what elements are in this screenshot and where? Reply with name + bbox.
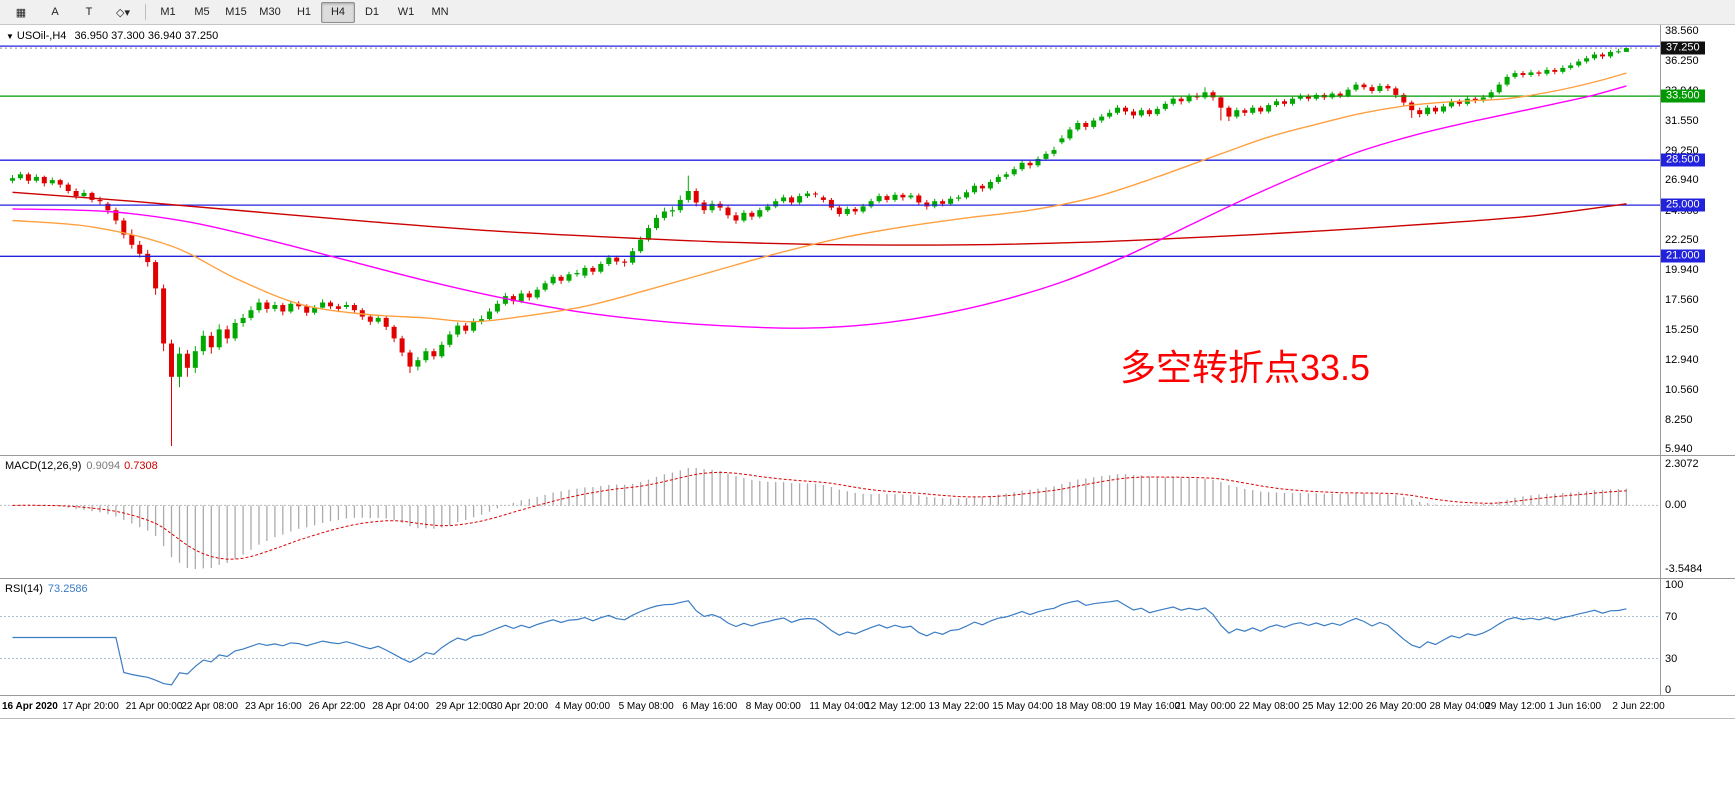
rsi-panel[interactable]: 100 70 30 0 RSI(14) 73.2586	[0, 578, 1735, 696]
time-axis-label: 16 Apr 2020	[2, 701, 58, 712]
macd-panel[interactable]: 2.3072 0.00 -3.5484 MACD(12,26,9) 0.9094 0.7…	[0, 455, 1735, 579]
macd-signal-value: 0.7308	[124, 460, 158, 472]
macd-canvas[interactable]	[0, 456, 1661, 579]
macd-axis-min: -3.5484	[1665, 563, 1703, 575]
time-axis-label: 11 May 04:00	[809, 701, 870, 712]
price-axis-label: 31.550	[1665, 115, 1699, 128]
rsi-axis-label: 70	[1665, 610, 1678, 623]
text-tool[interactable]: T	[85, 6, 93, 18]
price-axis-label: 10.560	[1665, 384, 1699, 397]
ohlc-values: 36.950 37.300 36.940 37.250	[74, 30, 219, 42]
time-axis[interactable]: 16 Apr 2020 17 Apr 20:00 21 Apr 00:00 22 Ap…	[0, 695, 1735, 719]
rsi-line	[12, 599, 1627, 686]
slow-ma-red	[12, 191, 1627, 246]
timeframe-h1-button[interactable]: H1	[296, 6, 312, 18]
time-axis-label: 22 Apr 08:00	[181, 701, 239, 712]
rsi-value: 73.2586	[47, 583, 88, 595]
time-axis-label: 17 Apr 20:00	[62, 701, 119, 712]
time-axis-label: 26 Apr 22:00	[308, 701, 366, 712]
time-axis-label: 21 May 00:00	[1175, 701, 1236, 712]
price-axis-label: 22.250	[1665, 234, 1699, 247]
price-chart-panel[interactable]: 38.56036.25033.94031.55029.25026.94024.5…	[0, 25, 1735, 455]
timeframe-d1-button[interactable]: D1	[364, 6, 380, 18]
chart-annotation-text[interactable]: 多空转折点33.5	[1120, 347, 1371, 388]
price-axis-label: 17.560	[1665, 294, 1699, 307]
time-axis-label: 23 Apr 16:00	[245, 701, 302, 712]
time-axis-label: 29 May 12:00	[1485, 701, 1546, 712]
time-axis-label: 8 May 00:00	[745, 701, 801, 712]
macd-main-value: 0.9094	[86, 460, 121, 472]
price-axis-label: 8.250	[1665, 413, 1693, 426]
rsi-axis-label: 30	[1665, 652, 1678, 665]
macd-axis-max: 2.3072	[1665, 458, 1699, 470]
timeframe-m30-button[interactable]: M30	[259, 6, 281, 18]
timeframe-m5-button[interactable]: M5	[194, 6, 210, 18]
price-axis-label: 26.940	[1665, 174, 1699, 187]
price-axis-label: 36.250	[1665, 54, 1699, 67]
time-axis-label: 2 Jun 22:00	[1612, 701, 1665, 712]
time-axis-label: 25 May 12:00	[1302, 701, 1363, 712]
level-price-badge: 33.500	[1661, 89, 1705, 103]
rsi-axis-label: 0	[1665, 684, 1672, 696]
price-axis-label: 5.940	[1665, 443, 1693, 455]
rsi-name: RSI(14)	[5, 583, 43, 595]
timeframe-m15-button[interactable]: M15	[225, 6, 247, 18]
time-axis-label: 26 May 20:00	[1365, 701, 1427, 712]
timeframe-h4-button[interactable]: H4	[321, 1, 355, 23]
time-axis-label: 13 May 22:00	[928, 701, 990, 712]
rsi-canvas[interactable]	[0, 579, 1661, 696]
price-axis-label: 12.940	[1665, 353, 1699, 366]
time-axis-label: 5 May 08:00	[618, 701, 674, 712]
time-axis-label: 12 May 12:00	[865, 701, 926, 712]
macd-indicator-label: MACD(12,26,9) 0.9094 0.7308	[5, 460, 158, 472]
time-axis-label: 30 Apr 20:00	[491, 701, 549, 712]
time-axis-label: 29 Apr 12:00	[435, 701, 493, 712]
price-axis-label: 19.940	[1665, 263, 1699, 276]
time-axis-label: 15 May 04:00	[992, 701, 1053, 712]
macd-axis-zero: 0.00	[1665, 499, 1687, 512]
timeframe-m1-button[interactable]: M1	[160, 6, 176, 18]
time-axis-label: 6 May 16:00	[682, 701, 738, 712]
rsi-indicator-label: RSI(14) 73.2586	[5, 583, 88, 595]
toolbar-separator	[145, 4, 146, 20]
price-axis-label: 29.250	[1665, 144, 1699, 157]
level-price-badge: 25.000	[1661, 198, 1705, 212]
price-chart-canvas[interactable]	[0, 25, 1661, 455]
fast-ma-orange	[12, 72, 1627, 323]
time-axis-label: 19 May 16:00	[1119, 701, 1181, 712]
medium-ma-magenta	[12, 85, 1627, 329]
current-price-badge: 37.250	[1661, 41, 1705, 55]
chart-symbol-header: ▼ USOil-,H4 36.950 37.300 36.940 37.250	[6, 30, 218, 42]
price-axis-label: 15.250	[1665, 324, 1699, 336]
cursor-a-tool[interactable]: A	[51, 6, 59, 18]
chart-collapse-icon[interactable]: ▼	[6, 32, 14, 41]
time-axis-label: 4 May 00:00	[555, 701, 611, 712]
draw-tool-dropdown[interactable]: ◇▾	[116, 6, 130, 19]
timeframe-w1-button[interactable]: W1	[397, 6, 415, 18]
time-axis-label: 22 May 08:00	[1238, 701, 1300, 712]
macd-name: MACD(12,26,9)	[5, 460, 82, 472]
time-axis-label: 1 Jun 16:00	[1548, 701, 1602, 712]
price-axis-label: 38.560	[1665, 25, 1699, 38]
chart-grid-icon[interactable]: ▦	[15, 6, 27, 19]
macd-axis[interactable]: 2.3072 0.00 -3.5484	[1660, 456, 1735, 579]
time-axis-label: 28 Apr 04:00	[372, 701, 429, 712]
time-axis-label: 28 May 04:00	[1429, 701, 1491, 712]
level-price-badge: 28.500	[1661, 153, 1705, 167]
price-axis[interactable]: 38.56036.25033.94031.55029.25026.94024.5…	[1660, 25, 1735, 455]
time-axis-label: 18 May 08:00	[1055, 701, 1117, 712]
toolbar: ▦ A T ◇▾ M1 M5 M15 M30 H1 H4 D1 W1 MN	[0, 0, 1735, 25]
rsi-axis[interactable]: 100 70 30 0	[1660, 579, 1735, 696]
level-price-badge: 21.000	[1661, 249, 1705, 263]
time-axis-label: 21 Apr 00:00	[125, 701, 183, 712]
macd-signal-line	[12, 471, 1627, 560]
rsi-axis-label: 100	[1665, 579, 1684, 591]
symbol-timeframe-label: USOil-,H4	[16, 30, 67, 42]
timeframe-mn-button[interactable]: MN	[431, 6, 449, 18]
